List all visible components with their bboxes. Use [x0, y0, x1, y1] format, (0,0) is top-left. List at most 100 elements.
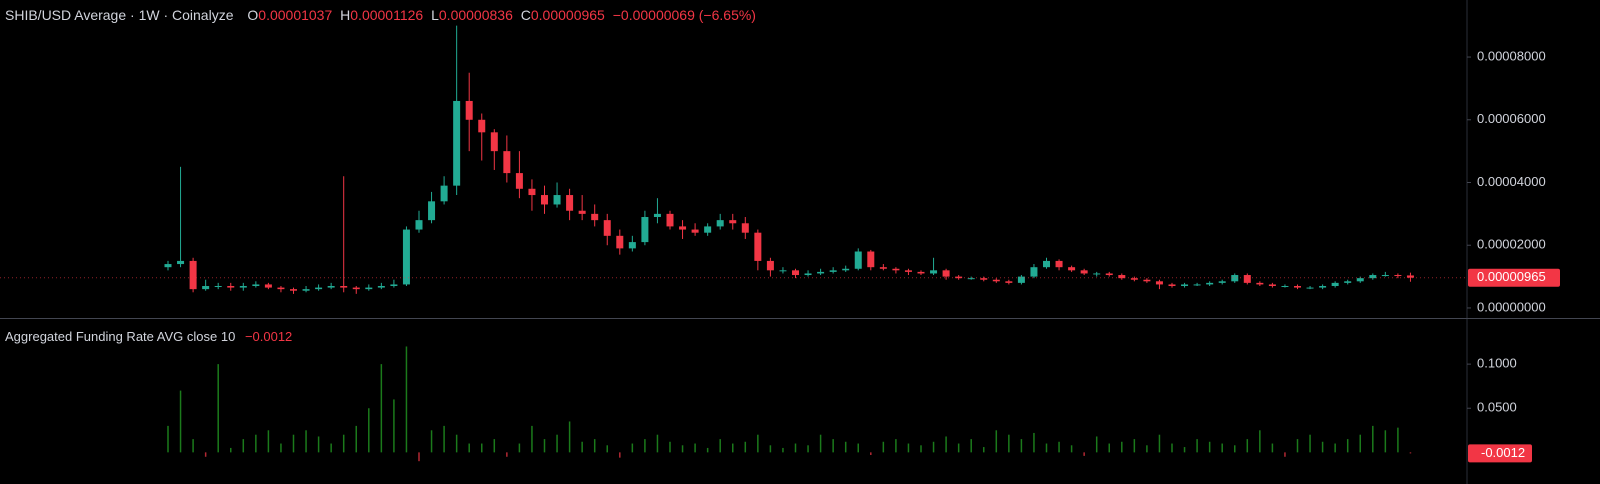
- candle-body: [1344, 281, 1352, 283]
- funding-bar: [995, 430, 998, 453]
- candle-body: [741, 223, 749, 233]
- funding-bar: [317, 436, 320, 453]
- candle-body: [616, 235, 624, 249]
- funding-bar: [368, 408, 370, 453]
- candle-body: [930, 270, 938, 274]
- funding-bar: [1070, 445, 1073, 453]
- open-value: 0.00001037: [258, 7, 332, 23]
- funding-bar: [631, 443, 634, 453]
- candle-body: [578, 210, 586, 214]
- funding-bar: [983, 447, 985, 453]
- funding-bar: [204, 452, 207, 457]
- funding-bar: [1271, 443, 1274, 453]
- funding-bar: [556, 434, 558, 453]
- funding-bar: [819, 434, 822, 453]
- funding-bar: [719, 439, 721, 453]
- funding-bar: [681, 445, 684, 453]
- candle-body: [1206, 282, 1214, 285]
- funding-bar: [330, 443, 332, 453]
- funding-bar: [581, 441, 583, 453]
- funding-bar: [1259, 430, 1261, 453]
- funding-bar: [179, 390, 182, 453]
- candle-body: [817, 271, 825, 274]
- funding-bar: [895, 439, 897, 453]
- y-tick-label: 0.00004000: [1477, 174, 1546, 189]
- candle-body: [641, 217, 649, 243]
- funding-bar: [1384, 430, 1387, 453]
- funding-bar: [1196, 439, 1198, 453]
- candle-body: [704, 226, 712, 233]
- close-label: C: [521, 7, 531, 23]
- funding-bar: [230, 447, 232, 453]
- candle-body: [327, 286, 335, 288]
- funding-bar: [644, 439, 646, 453]
- funding-bar: [1296, 439, 1299, 453]
- candle-body: [766, 260, 774, 271]
- candle-body: [1193, 284, 1201, 286]
- funding-bar: [167, 425, 169, 453]
- change-value: −0.00000069 (−6.65%): [613, 7, 756, 23]
- candle-body: [854, 251, 862, 269]
- y-tick-label: 0.0500: [1477, 400, 1517, 415]
- candle-body: [867, 251, 875, 268]
- candle-body: [666, 213, 674, 227]
- funding-bar: [1158, 434, 1161, 453]
- funding-bar: [769, 445, 772, 453]
- candle-body: [603, 220, 611, 236]
- funding-bar: [593, 439, 596, 453]
- candle-body: [1130, 278, 1138, 280]
- candle-body: [415, 220, 423, 230]
- funding-current: −0.0012: [245, 329, 292, 344]
- candle-body: [1181, 284, 1189, 287]
- funding-current-box: [1468, 444, 1532, 463]
- funding-bar: [506, 452, 508, 457]
- funding-bar: [1020, 439, 1023, 453]
- candle-body: [992, 279, 1000, 282]
- funding-bar: [1146, 445, 1148, 453]
- candle-body: [478, 119, 486, 133]
- funding-bar: [455, 434, 458, 453]
- y-tick-label: 0.00008000: [1477, 48, 1546, 63]
- funding-bar: [694, 443, 696, 453]
- funding-bar: [907, 443, 910, 453]
- funding-bar: [568, 421, 571, 453]
- funding-bar: [292, 434, 295, 453]
- candle-body: [1231, 275, 1239, 282]
- funding-bar: [1334, 443, 1336, 453]
- y-tick-label: 0.00000000: [1477, 299, 1546, 314]
- candle-body: [1155, 281, 1163, 285]
- candle-body: [691, 229, 699, 233]
- funding-bar: [1108, 443, 1110, 453]
- funding-bar: [443, 425, 445, 453]
- funding-bar: [192, 439, 194, 453]
- funding-bar: [1133, 439, 1136, 453]
- candle-body: [1030, 267, 1038, 277]
- candle-body: [829, 270, 837, 272]
- high-label: H: [340, 7, 350, 23]
- funding-bar: [217, 364, 219, 453]
- funding-bar: [305, 430, 307, 453]
- funding-bar: [468, 443, 470, 453]
- candle-body: [804, 273, 812, 276]
- y-tick-label: 0.00006000: [1477, 111, 1546, 126]
- low-value: 0.00000836: [439, 7, 513, 23]
- candle-body: [1394, 275, 1402, 277]
- funding-bar: [757, 434, 759, 453]
- candle-body: [591, 213, 599, 221]
- funding-bar: [656, 434, 659, 453]
- candle-body: [917, 271, 925, 274]
- candle-body: [352, 287, 360, 290]
- candle-body: [1369, 275, 1377, 279]
- symbol-title: SHIB/USD Average · 1W · Coinalyze: [5, 7, 234, 23]
- funding-bar: [669, 441, 671, 453]
- candle-body: [1306, 287, 1314, 289]
- funding-bar: [1008, 434, 1010, 453]
- candle-body: [1043, 260, 1050, 268]
- candle-body: [1068, 267, 1076, 271]
- candle-body: [1005, 281, 1013, 283]
- candle-body: [1331, 282, 1339, 287]
- candle-body: [1356, 278, 1364, 282]
- candle-body: [679, 226, 687, 230]
- funding-bar: [920, 445, 922, 453]
